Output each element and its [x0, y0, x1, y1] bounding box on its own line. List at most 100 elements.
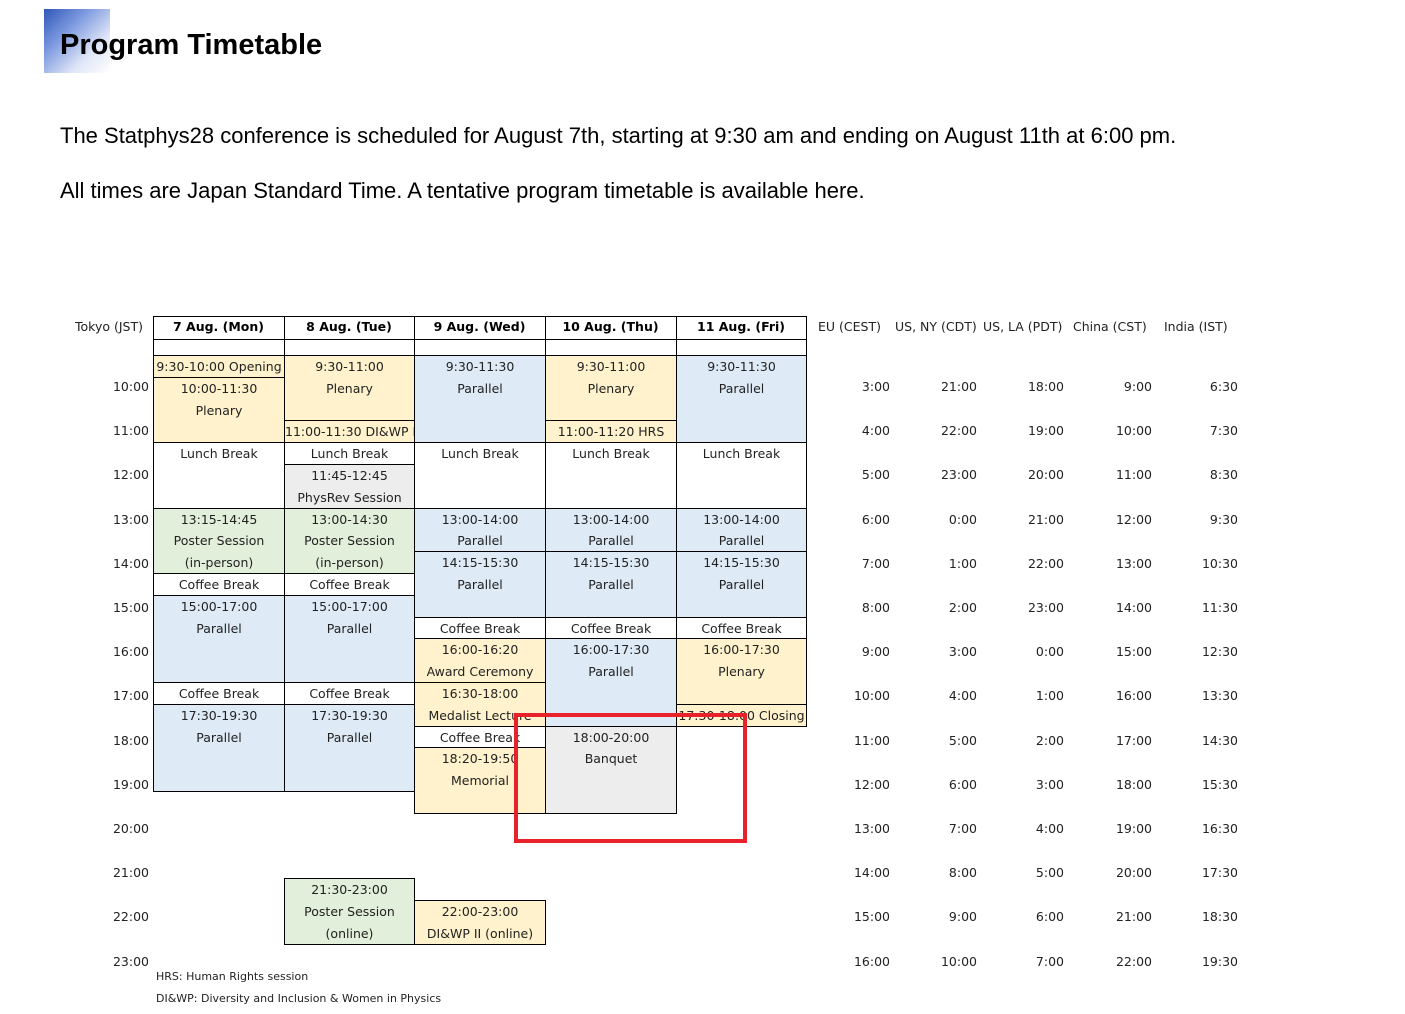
zone-time: 16:00 — [853, 953, 890, 969]
session-text: 15:00-17:00 — [180, 598, 258, 614]
hour-label: 19:00 — [112, 776, 149, 792]
zone-time: 4:00 — [1035, 821, 1064, 836]
session-text: 11:45-12:45 — [311, 468, 388, 483]
zone-time: 6:30 — [1209, 379, 1238, 394]
zone-time: 3:00 — [861, 379, 890, 394]
session-cell: Coffee Break — [676, 616, 807, 640]
zone-time: 20:00 — [1027, 467, 1064, 483]
zone-time: 5:00 — [1035, 865, 1064, 881]
session-text: Parallel — [718, 576, 765, 592]
zone-time: 9:00 — [861, 644, 890, 660]
zone-time: 5:00 — [861, 467, 890, 483]
zone-time: 1:00 — [1035, 688, 1064, 704]
zone-time: 9:00 — [1123, 379, 1152, 394]
session-text: 17:30-19:30 — [311, 707, 388, 723]
session-cell: 13:00-14:00 Parallel — [545, 507, 677, 553]
session-text: 9:30-11:00 — [315, 359, 384, 374]
zone-time: 8:00 — [861, 600, 890, 615]
header-column-line — [545, 316, 546, 355]
zone-time: 8:00 — [948, 865, 977, 881]
session-cell: Lunch Break — [676, 442, 807, 509]
session-cell: Coffee Break — [284, 682, 415, 705]
zone-time: 16:00 — [1115, 688, 1152, 704]
day-header: 8 Aug. (Tue) — [306, 319, 392, 334]
zone-time: 23:00 — [940, 467, 977, 483]
session-cell: 17:30-19:30 Parallel — [153, 703, 285, 792]
session-cell: 13:00-14:00 Parallel — [414, 507, 546, 553]
hour-label: 11:00 — [112, 423, 149, 439]
session-text: (in-person) — [184, 555, 254, 571]
session-text: Plenary — [718, 664, 765, 680]
session-cell: 22:00-23:00 DI&WP II (online) — [414, 900, 546, 945]
zone-time: 19:00 — [1027, 423, 1064, 439]
session-cell: Lunch Break — [414, 442, 546, 509]
session-cell: 17:30-19:30 Parallel — [284, 703, 415, 792]
session-text: 9:30-10:00 Opening — [156, 359, 282, 374]
session-text: DI&WP II (online) — [426, 925, 534, 941]
session-text: Parallel — [457, 533, 503, 549]
session-text: Plenary — [195, 402, 243, 418]
session-text: 13:15-14:45 — [180, 511, 258, 527]
zone-time: 13:00 — [1115, 555, 1152, 571]
session-text: Parallel — [326, 620, 373, 636]
session-text: 18:20-19:50 — [441, 751, 519, 767]
day-header: 9 Aug. (Wed) — [433, 319, 526, 334]
day-header: 7 Aug. (Mon) — [172, 319, 265, 334]
zone-time: 22:00 — [1027, 555, 1064, 571]
zone-time: 7:00 — [861, 555, 890, 571]
hour-label: 18:00 — [112, 732, 149, 748]
session-text: Memorial — [450, 773, 510, 789]
hour-label: 15:00 — [112, 600, 149, 615]
session-cell: 9:30-11:00 Plenary — [284, 355, 415, 422]
zone-time: 3:00 — [948, 644, 977, 660]
zone-time: 23:00 — [1027, 600, 1064, 615]
session-text: Banquet — [584, 751, 638, 767]
session-cell: 11:00-11:20 HRS — [545, 420, 677, 444]
session-text: 11:00-11:30 DI&WP I — [285, 424, 415, 440]
timezone-header: India (IST) — [1164, 319, 1228, 334]
zone-time: 6:00 — [948, 776, 977, 792]
zone-time: 12:00 — [1115, 511, 1152, 527]
session-text: Parallel — [718, 533, 765, 549]
zone-time: 22:00 — [1115, 953, 1152, 969]
session-cell: 18:00-20:00 Banquet — [545, 725, 677, 814]
header-column-line — [676, 316, 677, 355]
session-cell: 11:45-12:45 PhysRev Session — [284, 464, 415, 509]
zone-time: 4:00 — [948, 688, 977, 704]
zone-time: 7:00 — [1035, 953, 1064, 969]
zone-time: 9:30 — [1209, 511, 1238, 527]
zone-time: 13:00 — [853, 821, 890, 836]
zone-time: 11:00 — [1115, 467, 1152, 483]
session-cell: 16:00-17:30 Plenary — [676, 638, 807, 705]
session-text: Parallel — [457, 380, 503, 396]
session-text: Lunch Break — [310, 446, 389, 462]
session-cell: Lunch Break — [545, 442, 677, 509]
zone-time: 7:00 — [948, 821, 977, 836]
session-text: Coffee Break — [309, 577, 390, 592]
session-cell: Coffee Break — [153, 682, 285, 705]
session-text: 9:30-11:30 — [445, 359, 515, 374]
session-text: Parallel — [196, 620, 242, 636]
zone-time: 2:00 — [948, 600, 977, 615]
header-line-mid — [153, 339, 807, 340]
session-text: Coffee Break — [701, 620, 782, 636]
session-text: 13:00-14:00 — [441, 511, 519, 527]
hour-label: 23:00 — [112, 953, 149, 969]
intro-schedule-text: The Statphys28 conference is scheduled f… — [60, 123, 1177, 148]
session-text: Lunch Break — [180, 446, 258, 462]
session-text: (in-person) — [315, 555, 384, 571]
session-text: 9:30-11:00 — [576, 359, 646, 374]
session-text: Coffee Break — [439, 729, 521, 745]
session-text: 10:00-11:30 — [180, 380, 258, 396]
note-hrs: HRS: Human Rights session — [156, 970, 309, 983]
session-text: 13:00-14:00 — [703, 511, 780, 527]
header-column-line — [414, 316, 415, 355]
zone-time: 5:00 — [948, 732, 977, 748]
session-cell: 15:00-17:00 Parallel — [153, 594, 285, 683]
session-text: 13:00-14:00 — [572, 511, 650, 527]
timezone-header: US, LA (PDT) — [983, 319, 1063, 334]
header-column-line — [806, 316, 807, 355]
session-text: 21:30-23:00 — [311, 882, 388, 898]
session-text: Lunch Break — [702, 446, 781, 462]
